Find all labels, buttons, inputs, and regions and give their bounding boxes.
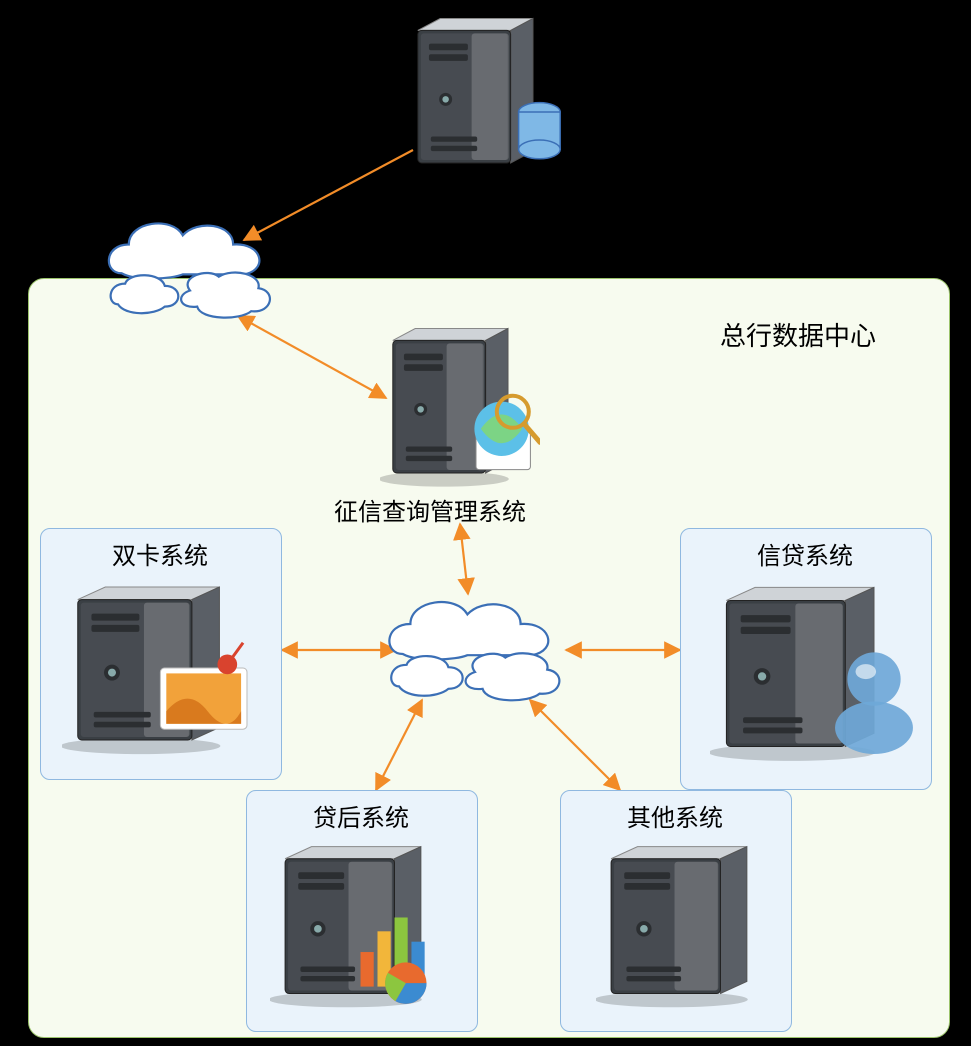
server-icon-credit_loan	[710, 578, 915, 765]
datacenter-title: 总行数据中心	[720, 316, 876, 353]
external-server-icon	[405, 10, 565, 180]
node-title-dual_card: 双卡系统	[40, 536, 280, 571]
cloud-top-icon	[100, 210, 280, 325]
server-icon-post_loan	[270, 838, 459, 1011]
diagram-canvas: 总行数据中心	[0, 0, 971, 1046]
credit-query-server-icon	[380, 320, 540, 490]
node-title-credit_loan: 信贷系统	[680, 536, 930, 571]
node-title-other: 其他系统	[560, 798, 790, 833]
node-title-post_loan: 贷后系统	[246, 798, 476, 833]
credit-query-label: 征信查询管理系统	[334, 492, 526, 527]
cloud-center-icon	[380, 588, 570, 708]
server-icon-dual_card	[62, 578, 259, 758]
server-icon-other	[596, 838, 785, 1011]
